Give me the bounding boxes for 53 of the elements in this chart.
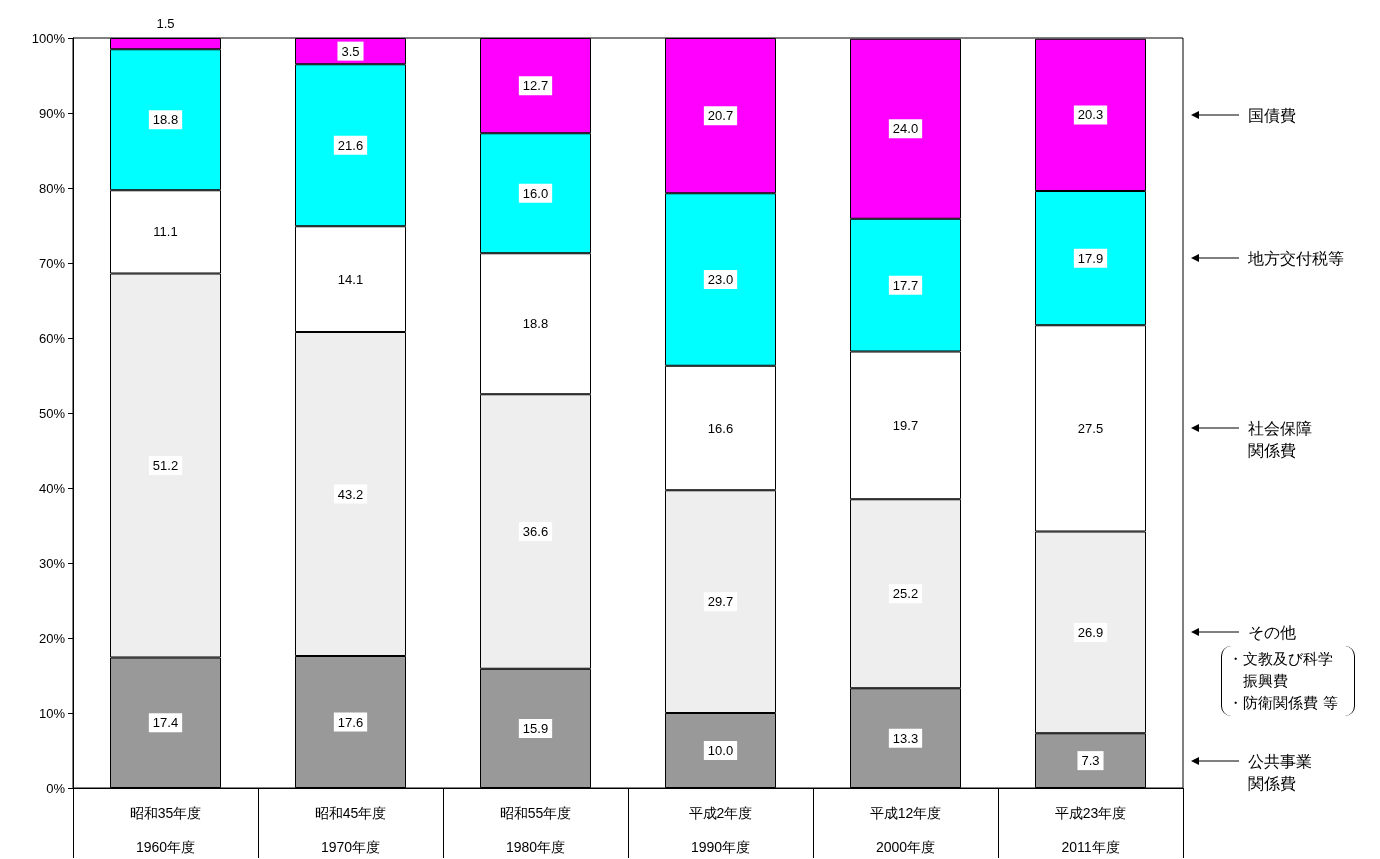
data-label: 24.0 xyxy=(892,121,919,137)
data-label: 1.5 xyxy=(156,16,175,31)
data-label: 17.4 xyxy=(152,715,179,731)
data-label: 17.9 xyxy=(1077,250,1104,266)
legend-label: 社会保障関係費 xyxy=(1248,418,1313,463)
data-label: 10.0 xyxy=(707,743,734,758)
category-label: 平成2年度 1990年度 xyxy=(688,805,753,855)
y-tick-label: 90% xyxy=(38,105,66,121)
y-tick-label: 10% xyxy=(38,705,66,721)
data-label: 25.2 xyxy=(892,586,919,602)
category-label: 昭和55年度 1980年度 xyxy=(499,805,572,855)
data-label: 51.2 xyxy=(152,458,179,473)
legend-label: 地方交付税等 xyxy=(1248,248,1344,271)
legend-label: 公共事業関係費 xyxy=(1248,750,1313,795)
data-label: 26.9 xyxy=(1077,624,1104,640)
legend-label: その他 xyxy=(1248,622,1296,645)
data-label: 20.7 xyxy=(707,108,734,124)
data-label: 11.1 xyxy=(153,224,178,240)
y-tick-label: 0% xyxy=(46,780,66,796)
data-label: 36.6 xyxy=(522,524,549,539)
data-label: 17.6 xyxy=(337,714,364,730)
category-label: 平成23年度 2011年度 xyxy=(1054,805,1127,855)
category-label: 昭和35年度 1960年度 xyxy=(129,805,202,855)
y-tick-label: 20% xyxy=(38,630,66,646)
text: ・文教及び科学振興費・防衛関係費 等 xyxy=(1228,648,1339,714)
data-label: 27.5 xyxy=(1077,420,1104,436)
data-label: 18.8 xyxy=(152,112,179,128)
y-tick-label: 100% xyxy=(31,30,66,46)
data-label: 14.1 xyxy=(337,271,364,287)
y-tick-label: 50% xyxy=(38,405,66,421)
data-label: 15.9 xyxy=(522,720,549,736)
data-label: 18.8 xyxy=(522,316,549,332)
y-tick-label: 80% xyxy=(38,180,66,196)
data-label: 29.7 xyxy=(707,594,734,610)
data-label: 7.3 xyxy=(1081,753,1100,769)
data-label: 12.7 xyxy=(522,78,549,94)
y-tick-label: 60% xyxy=(38,330,66,346)
category-label: 平成12年度 2000年度 xyxy=(869,805,942,855)
data-label: 43.2 xyxy=(337,486,364,502)
y-tick-label: 70% xyxy=(38,255,66,271)
data-label: 19.7 xyxy=(892,417,919,433)
data-label: 16.0 xyxy=(522,185,549,201)
data-label: 21.6 xyxy=(337,137,364,153)
data-label: 23.0 xyxy=(707,272,734,287)
data-label: 17.7 xyxy=(892,277,919,293)
legend-label: 国債費 xyxy=(1248,104,1296,127)
data-label: 13.3 xyxy=(892,730,919,746)
category-label: 昭和45年度 1970年度 xyxy=(314,805,387,855)
y-tick-label: 40% xyxy=(38,480,66,496)
data-label: 16.6 xyxy=(707,420,734,436)
data-label: 3.5 xyxy=(341,43,360,59)
y-tick-label: 30% xyxy=(38,555,66,571)
data-label: 20.3 xyxy=(1077,107,1104,123)
